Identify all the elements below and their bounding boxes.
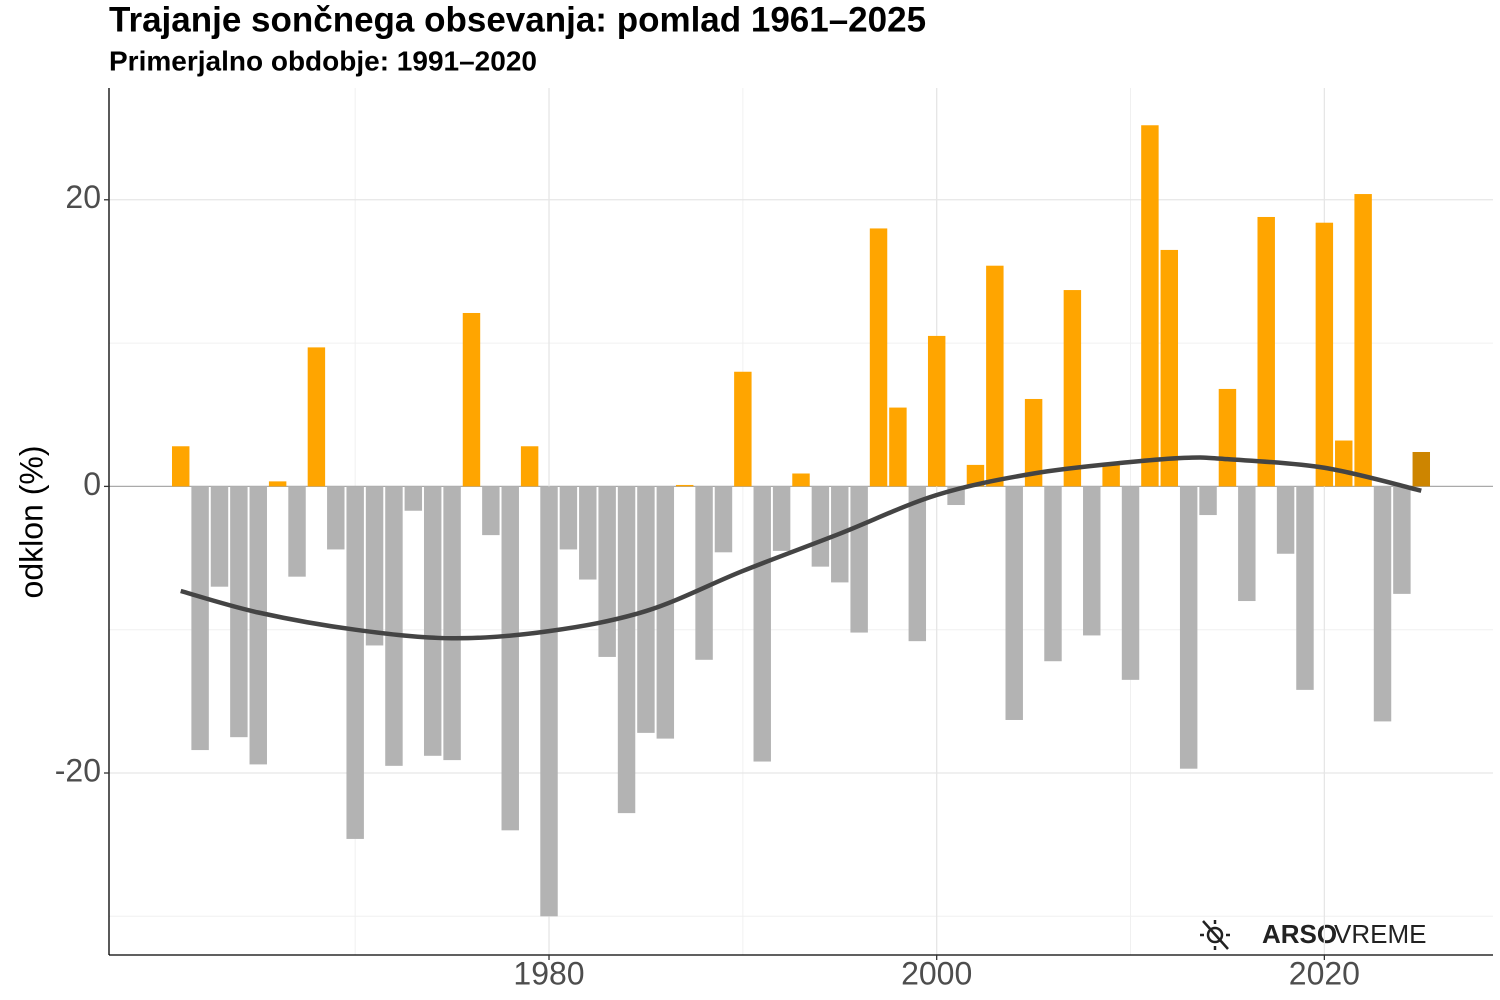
bar: [966, 464, 985, 487]
bar: [307, 347, 326, 487]
bar: [171, 446, 190, 487]
bar: [579, 486, 597, 580]
x-tick-label: 1980: [513, 955, 584, 991]
bar: [927, 335, 946, 487]
bar: [501, 486, 519, 831]
x-tick-label: 2020: [1289, 955, 1360, 991]
bar: [1238, 486, 1256, 602]
bar: [1412, 451, 1431, 487]
bar: [462, 312, 481, 487]
x-tick-label: 2000: [901, 955, 972, 991]
bar: [1199, 486, 1217, 516]
bar: [1063, 290, 1082, 487]
bar: [1354, 194, 1372, 487]
bar: [908, 486, 927, 642]
bar: [598, 486, 616, 657]
bar: [734, 371, 752, 487]
chart-title: Trajanje sončnega obsevanja: pomlad 1961…: [109, 0, 926, 39]
bar: [1296, 486, 1314, 690]
chart-subtitle: Primerjalno obdobje: 1991–2020: [109, 45, 537, 76]
bar: [1257, 216, 1275, 487]
bar: [1373, 486, 1392, 722]
bar: [850, 486, 868, 633]
bar: [1179, 486, 1198, 769]
bar: [249, 486, 267, 765]
bar: [695, 486, 713, 660]
bar: [986, 265, 1004, 487]
bar: [1160, 249, 1179, 487]
bar: [811, 486, 830, 567]
logo-icon: [1200, 920, 1230, 950]
bar: [656, 486, 675, 739]
y-tick-label: 0: [83, 466, 101, 502]
bar: [1044, 486, 1062, 662]
bar: [346, 486, 364, 839]
bar: [482, 486, 500, 536]
bar: [230, 486, 248, 738]
bar: [1083, 486, 1101, 636]
bar: [210, 486, 229, 587]
bar: [423, 486, 442, 756]
trend-line: [180, 455, 1422, 641]
bar: [792, 473, 810, 487]
bar: [559, 486, 578, 550]
bar: [268, 481, 287, 487]
bar: [1315, 222, 1334, 487]
y-tick-label: 20: [65, 179, 101, 215]
bar: [1005, 486, 1023, 720]
bar: [443, 486, 461, 761]
bar: [753, 486, 771, 762]
bar: [191, 486, 209, 751]
logo-text: VREME: [1334, 919, 1426, 949]
bar: [772, 486, 791, 551]
bar: [1218, 388, 1237, 487]
bar: [1335, 440, 1353, 487]
bar: [1024, 398, 1043, 487]
bar: [617, 486, 636, 814]
bar: [1393, 486, 1411, 594]
bar: [869, 228, 888, 487]
bar: [1102, 464, 1120, 487]
y-axis-label: odklon (%): [13, 446, 49, 599]
bar: [714, 486, 733, 553]
bar: [327, 486, 345, 550]
bar: [365, 486, 384, 646]
logo-text: ARSO: [1262, 919, 1337, 949]
bar: [404, 486, 423, 511]
bar: [675, 484, 694, 487]
bar: [385, 486, 403, 766]
bar: [1121, 486, 1140, 680]
bar: [540, 486, 558, 917]
bar: [1276, 486, 1295, 554]
bar: [889, 407, 907, 487]
bar: [520, 446, 539, 487]
bar: [288, 486, 306, 577]
bar: [1141, 125, 1159, 487]
y-tick-label: -20: [55, 752, 101, 788]
